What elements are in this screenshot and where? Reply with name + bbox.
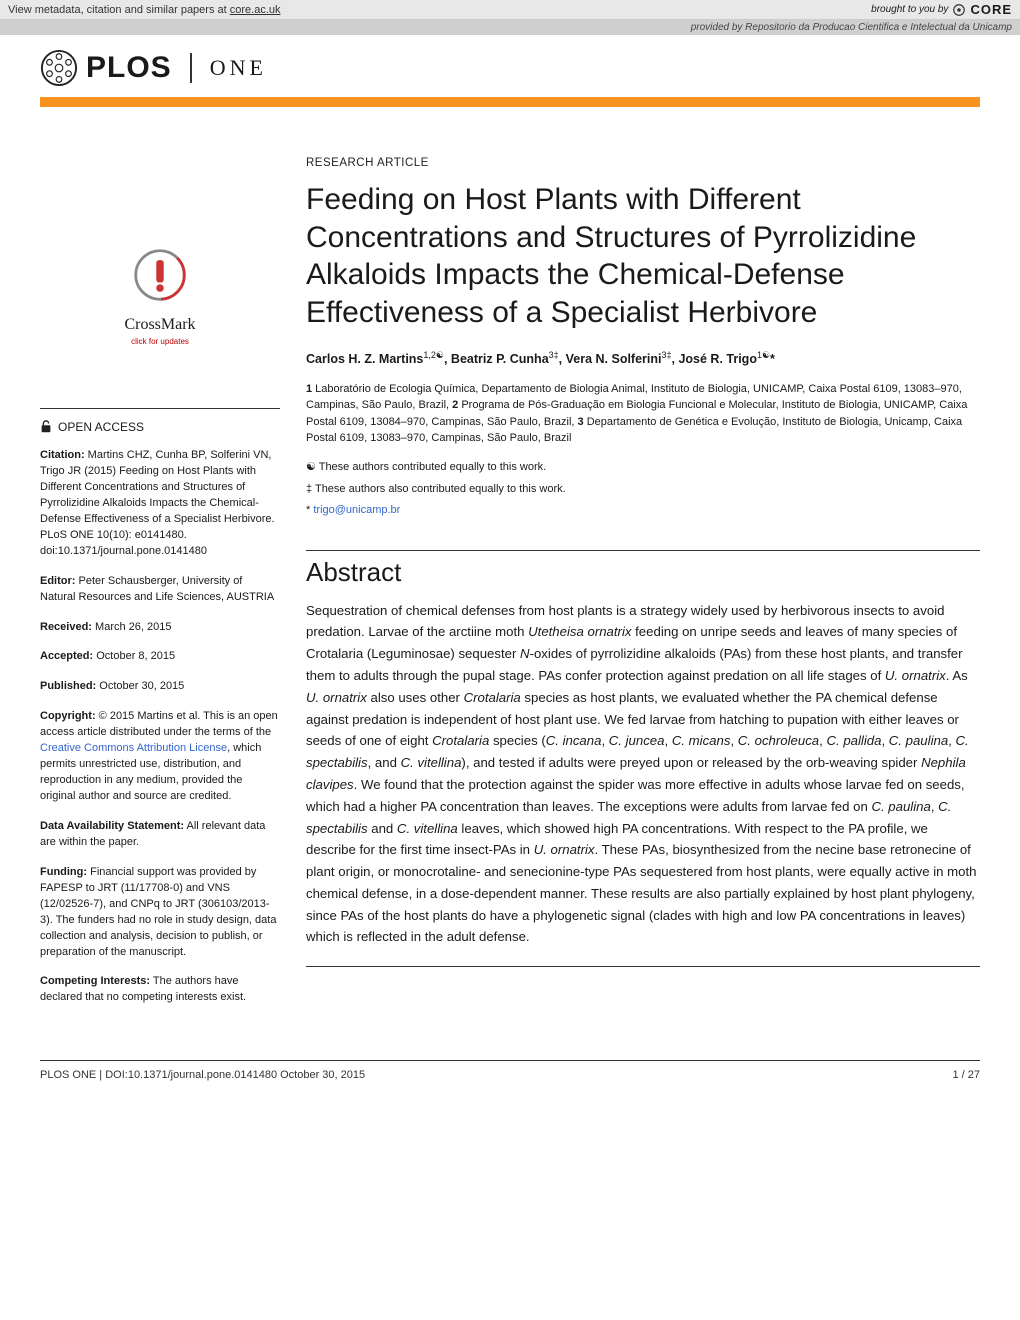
corresponding-note: * trigo@unicamp.br <box>306 502 980 520</box>
accent-bar <box>40 97 980 107</box>
content-grid: CrossMark click for updates OPEN ACCESS … <box>40 157 980 1020</box>
citation-block: Citation: Martins CHZ, Cunha BP, Solferi… <box>40 448 280 560</box>
accepted-text: October 8, 2015 <box>93 650 175 662</box>
sidebar-divider <box>40 408 280 409</box>
corresponding-email-link[interactable]: trigo@unicamp.br <box>313 504 400 516</box>
received-block: Received: March 26, 2015 <box>40 620 280 636</box>
crossmark-label: CrossMark <box>40 313 280 336</box>
copyright-label: Copyright: <box>40 710 96 722</box>
abstract-rule-bottom <box>306 966 980 967</box>
copyright-block: Copyright: © 2015 Martins et al. This is… <box>40 709 280 805</box>
published-text: October 30, 2015 <box>96 680 184 692</box>
page-footer: PLOS ONE | DOI:10.1371/journal.pone.0141… <box>40 1060 980 1081</box>
article-title: Feeding on Host Plants with Different Co… <box>306 181 980 331</box>
main-column: RESEARCH ARTICLE Feeding on Host Plants … <box>306 157 980 1020</box>
crossmark-sublabel: click for updates <box>40 336 280 348</box>
core-logo-text: CORE <box>970 2 1012 17</box>
journal-header: PLOS ONE <box>40 35 980 93</box>
core-icon <box>952 3 966 17</box>
published-label: Published: <box>40 680 96 692</box>
left-sidebar: CrossMark click for updates OPEN ACCESS … <box>40 157 280 1020</box>
citation-text: Martins CHZ, Cunha BP, Solferini VN, Tri… <box>40 449 275 557</box>
affiliations-block: 1 Laboratório de Ecologia Química, Depar… <box>306 381 980 447</box>
crossmark-icon <box>132 247 188 303</box>
plos-logo-icon <box>40 49 78 87</box>
competing-interests-label: Competing Interests: <box>40 975 150 987</box>
data-availability-block: Data Availability Statement: All relevan… <box>40 819 280 851</box>
editor-label: Editor: <box>40 575 75 587</box>
citation-label: Citation: <box>40 449 85 461</box>
cc-license-link[interactable]: Creative Commons Attribution License <box>40 742 227 754</box>
logo-separator <box>190 53 192 83</box>
accepted-label: Accepted: <box>40 650 93 662</box>
open-access-badge: OPEN ACCESS <box>40 419 280 436</box>
core-banner-right: brought to you by CORE <box>871 2 1012 17</box>
data-availability-label: Data Availability Statement: <box>40 820 184 832</box>
accepted-block: Accepted: October 8, 2015 <box>40 649 280 665</box>
received-label: Received: <box>40 621 92 633</box>
abstract-body: Sequestration of chemical defenses from … <box>306 600 980 949</box>
abstract-heading: Abstract <box>306 557 980 588</box>
page-container: PLOS ONE CrossMark click for updates <box>0 35 1020 1111</box>
also-equal-contrib-note: ‡ These authors also contributed equally… <box>306 481 980 499</box>
plos-logo: PLOS ONE <box>40 49 267 87</box>
core-banner-text: View metadata, citation and similar pape… <box>8 4 230 16</box>
lock-open-icon <box>40 420 52 434</box>
equal-contrib-note: ☯ These authors contributed equally to t… <box>306 459 980 477</box>
article-type-label: RESEARCH ARTICLE <box>306 157 980 169</box>
open-access-label: OPEN ACCESS <box>58 419 144 436</box>
footer-left: PLOS ONE | DOI:10.1371/journal.pone.0141… <box>40 1069 365 1081</box>
funding-text: Financial support was provided by FAPESP… <box>40 866 276 958</box>
footer-right: 1 / 27 <box>952 1069 980 1081</box>
published-block: Published: October 30, 2015 <box>40 679 280 695</box>
competing-interests-block: Competing Interests: The authors have de… <box>40 974 280 1006</box>
funding-label: Funding: <box>40 866 87 878</box>
core-banner: View metadata, citation and similar pape… <box>0 0 1020 20</box>
crossmark-widget[interactable]: CrossMark click for updates <box>40 247 280 348</box>
core-banner-left: View metadata, citation and similar pape… <box>8 4 281 16</box>
abstract-rule-top <box>306 550 980 551</box>
funding-block: Funding: Financial support was provided … <box>40 865 280 961</box>
editor-block: Editor: Peter Schausberger, University o… <box>40 574 280 606</box>
authors-line: Carlos H. Z. Martins1,2☯, Beatriz P. Cun… <box>306 349 980 369</box>
plos-brand-text: PLOS <box>86 51 172 85</box>
provided-by-bar: provided by Repositorio da Producao Cien… <box>0 20 1020 35</box>
received-text: March 26, 2015 <box>92 621 172 633</box>
brought-by-text: brought to you by <box>871 4 948 15</box>
core-link[interactable]: core.ac.uk <box>230 4 281 16</box>
editor-text: Peter Schausberger, University of Natura… <box>40 575 274 603</box>
plos-subbrand-text: ONE <box>210 55 267 81</box>
